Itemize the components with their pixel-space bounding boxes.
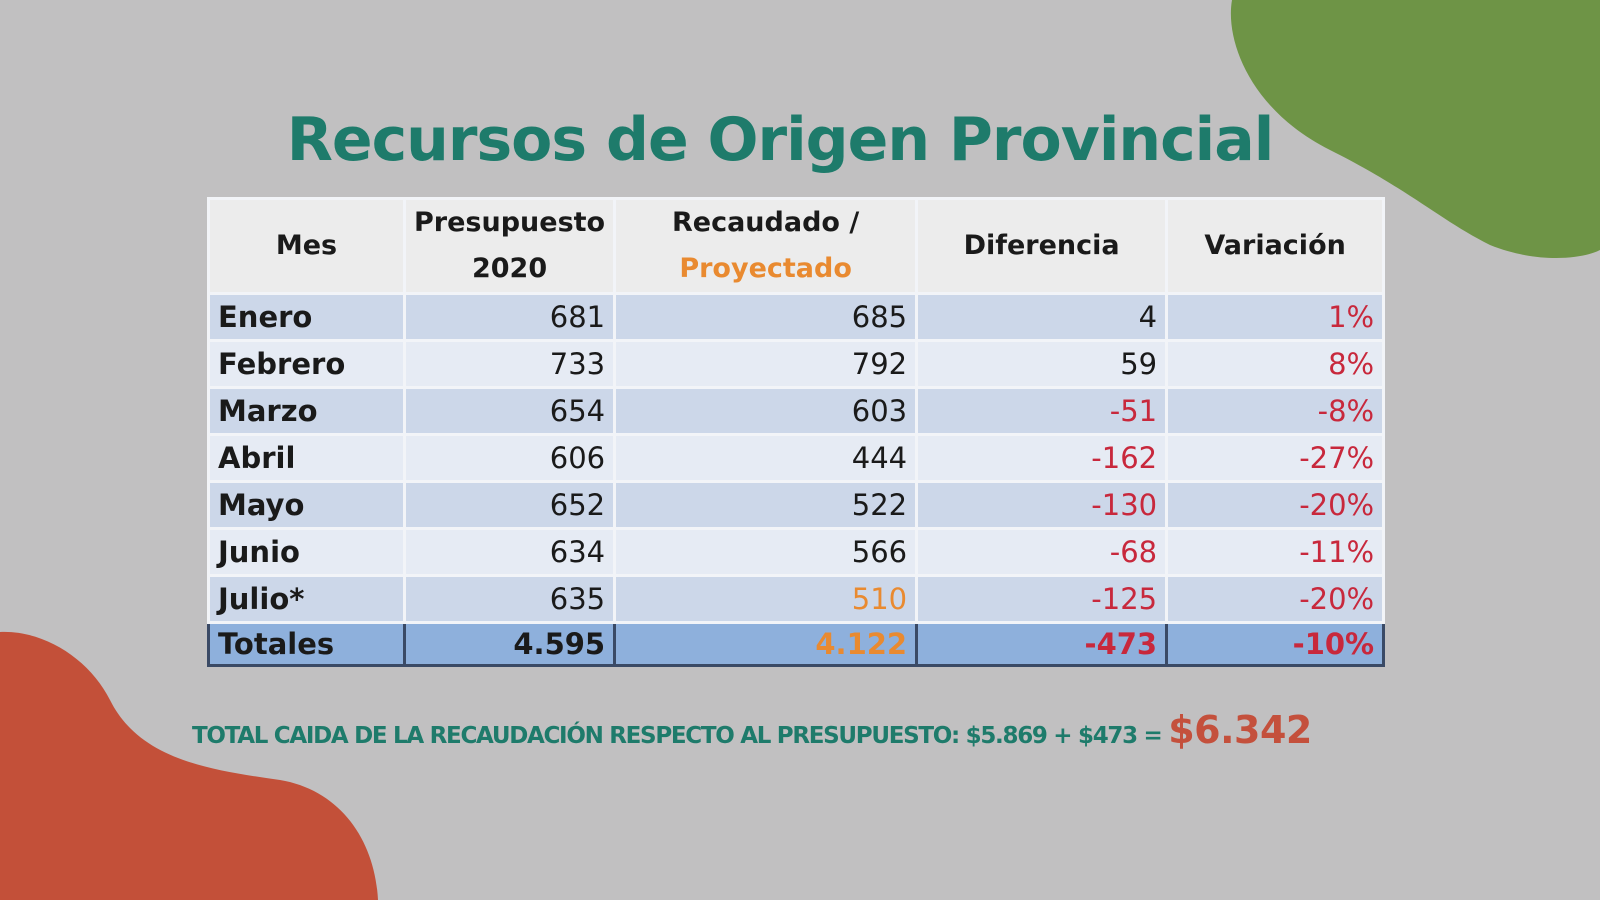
header-cell: Diferencia xyxy=(915,197,1169,295)
table-cell: Julio* xyxy=(207,574,406,624)
table-cell: -125 xyxy=(915,574,1169,624)
table-cell: Febrero xyxy=(207,339,406,389)
table-cell: Mayo xyxy=(207,480,406,530)
header-text: Proyectado xyxy=(679,253,852,284)
table-cell: 4.595 xyxy=(402,621,617,667)
table-row: Febrero 733 792 59 8% xyxy=(207,339,1386,389)
table-cell: -130 xyxy=(915,480,1169,530)
table-row: Enero 681 685 4 1% xyxy=(207,292,1386,342)
table-cell: 652 xyxy=(402,480,617,530)
table-cell: -51 xyxy=(915,386,1169,436)
table-cell: 510 xyxy=(613,574,919,624)
table-row: Junio 634 566 -68 -11% xyxy=(207,527,1386,577)
header-cell: Mes xyxy=(207,197,406,295)
table-cell: 603 xyxy=(613,386,919,436)
table-cell: -10% xyxy=(1165,621,1386,667)
table-cell: 635 xyxy=(402,574,617,624)
table-cell: 8% xyxy=(1165,339,1386,389)
table-cell: 792 xyxy=(613,339,919,389)
table-row: Abril 606 444 -162 -27% xyxy=(207,433,1386,483)
table-cell: 654 xyxy=(402,386,617,436)
table-cell: Totales xyxy=(207,621,406,667)
table-cell: -473 xyxy=(915,621,1169,667)
header-cell: Variación xyxy=(1165,197,1386,295)
header-text: Mes xyxy=(275,230,338,261)
table-cell: 685 xyxy=(613,292,919,342)
table-cell: Enero xyxy=(207,292,406,342)
header-text: Variación xyxy=(1204,230,1346,261)
table-cell: Abril xyxy=(207,433,406,483)
table-row: Julio* 635 510 -125 -20% xyxy=(207,574,1386,624)
title: Recursos de Origen Provincial xyxy=(286,105,1275,175)
table-cell: 606 xyxy=(402,433,617,483)
table-cell: 566 xyxy=(613,527,919,577)
table-cell: -8% xyxy=(1165,386,1386,436)
table-cell: -11% xyxy=(1165,527,1386,577)
data-table: Mes Presupuesto 2020 Recaudado / Proyectad… xyxy=(207,197,1386,667)
table-cell: 733 xyxy=(402,339,617,389)
table-cell: -20% xyxy=(1165,574,1386,624)
table-body: Enero 681 685 4 1% Febrero 733 792 59 8% Marzo 654 6… xyxy=(207,292,1386,624)
table-cell: 1% xyxy=(1165,292,1386,342)
footer-note: TOTAL CAIDA DE LA RECAUDACIÓN RESPECTO A… xyxy=(192,708,1312,752)
header-row: Mes Presupuesto 2020 Recaudado / Proyectad… xyxy=(207,197,1386,295)
table-cell: 522 xyxy=(613,480,919,530)
table-cell: 59 xyxy=(915,339,1169,389)
table-cell: -68 xyxy=(915,527,1169,577)
red-blob xyxy=(0,631,378,900)
header-text: Presupuesto xyxy=(414,207,606,238)
table-cell: 4 xyxy=(915,292,1169,342)
header-cell: Recaudado / Proyectado xyxy=(613,197,919,295)
header-text: Diferencia xyxy=(963,230,1120,261)
header-text: 2020 xyxy=(471,253,548,284)
header-cell: Presupuesto 2020 xyxy=(402,197,617,295)
header-text: Recaudado / xyxy=(671,207,860,238)
footer-total: $6.342 xyxy=(1168,708,1312,752)
footer-text: TOTAL CAIDA DE LA RECAUDACIÓN RESPECTO A… xyxy=(192,723,1163,749)
table-cell: 681 xyxy=(402,292,617,342)
totals-row: Totales 4.595 4.122 -473 -10% xyxy=(207,621,1386,667)
table-row: Mayo 652 522 -130 -20% xyxy=(207,480,1386,530)
table-cell: 4.122 xyxy=(613,621,919,667)
green-blob xyxy=(1230,0,1600,259)
table-cell: -162 xyxy=(915,433,1169,483)
table-row: Marzo 654 603 -51 -8% xyxy=(207,386,1386,436)
table-cell: Marzo xyxy=(207,386,406,436)
table-cell: 634 xyxy=(402,527,617,577)
table-cell: -27% xyxy=(1165,433,1386,483)
table-cell: -20% xyxy=(1165,480,1386,530)
table-cell: 444 xyxy=(613,433,919,483)
table-cell: Junio xyxy=(207,527,406,577)
